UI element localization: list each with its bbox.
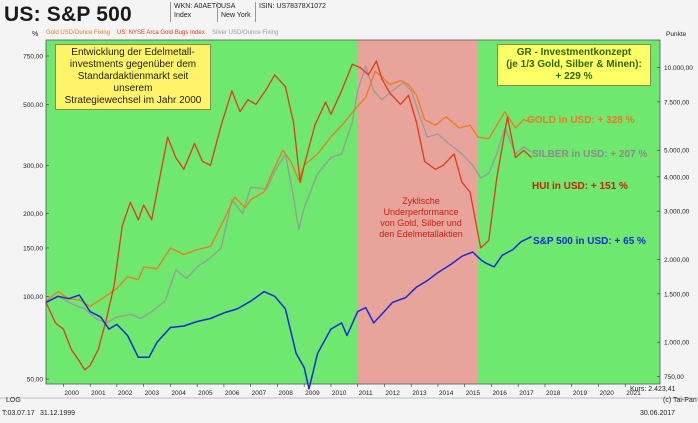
- series-line-us-nyse-arca-gold-bugs-index: [45, 60, 533, 371]
- plot-frame: [45, 39, 661, 385]
- country-text: USA: [221, 3, 236, 10]
- x-axis-tick-label: 2013: [412, 390, 427, 397]
- country-block: USA New York: [221, 2, 251, 20]
- x-axis-tick-label: 2003: [145, 390, 160, 397]
- header-separator: [255, 2, 256, 22]
- series-line-silver-usd-ounce-fixing: [45, 65, 532, 324]
- concept-line: + 229 %: [555, 71, 593, 82]
- x-axis-tick-label: 2000: [64, 390, 79, 397]
- x-axis-tick-label: 2018: [546, 390, 561, 397]
- isin-block: ISIN: US78378X1072: [259, 2, 326, 11]
- header-separator: [217, 2, 218, 22]
- left-axis-tick-label: 200,00: [23, 211, 43, 218]
- isin-text: ISIN: US78378X1072: [259, 3, 326, 10]
- header-separator: [170, 2, 171, 22]
- right-axis-tick-label: 4.000,00: [664, 174, 690, 181]
- sp500-performance-label: S&P 500 in USD: + 65 %: [533, 236, 646, 247]
- left-axis-tick-label: 50,00: [27, 377, 44, 384]
- legend-entry: Gold USD/Ounce Fixing: [46, 30, 110, 36]
- legend-entry: Silver USD/Ounce Fixing: [212, 30, 278, 36]
- right-axis-tick-label: 3.000,00: [664, 209, 690, 216]
- last-price-label: Kurs: 2.423,41: [630, 386, 676, 393]
- x-axis-tick-label: 2005: [198, 390, 213, 397]
- underperformance-line: Underperformance: [383, 207, 459, 217]
- left-axis-unit: %: [32, 31, 38, 38]
- x-axis-tick-label: 2004: [171, 390, 186, 397]
- left-axis-tick-label: 150,00: [23, 245, 43, 252]
- right-axis-unit: Punkte: [666, 31, 687, 38]
- scale-mode-label: LOG: [6, 397, 21, 404]
- date-code-label: T:03.07.17: [2, 410, 35, 417]
- x-axis-tick-label: 2008: [278, 390, 293, 397]
- x-axis-tick-label: 2006: [225, 390, 240, 397]
- copyright-label: (c) Tai-Pan: [663, 397, 697, 404]
- hui-performance-label: HUI in USD: + 151 %: [532, 181, 628, 192]
- series-line-gold-usd-ounce-fixing: [45, 70, 532, 307]
- gold-performance-label: GOLD in USD: + 328 %: [527, 115, 635, 126]
- right-axis-tick-label: 1.500,00: [664, 291, 690, 298]
- legend-entry: US: NYSE Arca Gold Bugs Index: [117, 30, 205, 36]
- x-axis-tick-label: 2007: [252, 390, 267, 397]
- x-axis-tick-label: 2001: [91, 390, 106, 397]
- wkn-text: WKN: A0AETO: [174, 3, 222, 10]
- concept-line: (je 1/3 Gold, Silber & Minen):: [506, 59, 642, 70]
- x-axis-tick-label: 2015: [466, 390, 481, 397]
- x-axis-tick-label: 2020: [599, 390, 614, 397]
- chart-title: US: S&P 500: [4, 3, 132, 26]
- wkn-block: WKN: A0AETO Index: [174, 2, 221, 20]
- x-axis-tick-label: 2002: [118, 390, 133, 397]
- x-axis-tick-label: 2011: [359, 390, 373, 397]
- wkn-sub-text: Index: [174, 12, 192, 19]
- right-axis-tick-label: 1.000,00: [664, 340, 690, 347]
- underperformance-line: Zyklische: [402, 196, 440, 206]
- right-axis-tick-label: 5.000,00: [664, 148, 690, 155]
- strategy-note-line: investments gegenüber dem: [69, 59, 197, 70]
- x-axis-tick-label: 2014: [439, 390, 454, 397]
- left-axis-tick-label: 750,00: [23, 54, 43, 61]
- x-axis-tick-label: 2016: [492, 390, 507, 397]
- start-date-label: 31.12.1999: [40, 410, 76, 417]
- investment-concept-box: GR - Investmentkonzept (je 1/3 Gold, Sil…: [497, 44, 651, 86]
- underperformance-line: von Gold, Silber und: [380, 218, 462, 228]
- strategy-note-line: Strategiewechsel im Jahr 2000: [64, 95, 202, 106]
- silver-performance-label: SILBER in USD: + 207 %: [532, 149, 648, 160]
- underperformance-note: Zyklische Underperformance von Gold, Sil…: [366, 196, 476, 240]
- left-axis-tick-label: 500,00: [23, 102, 43, 109]
- right-axis-tick-label: 750,00: [664, 374, 684, 381]
- series-line-s-p-500: [45, 235, 532, 390]
- underperformance-line: den Edelmetallaktien: [379, 229, 463, 239]
- left-axis-tick-label: 100,00: [23, 294, 43, 301]
- concept-line: GR - Investmentkonzept: [516, 47, 632, 58]
- end-date-label: 30.06.2017: [640, 410, 676, 417]
- right-axis-tick-label: 2.000,00: [664, 257, 690, 264]
- x-axis-tick-label: 2012: [385, 390, 400, 397]
- right-axis-tick-label: 7.500,00: [664, 99, 690, 106]
- exchange-text: New York: [221, 12, 251, 19]
- strategy-note-line: Entwicklung der Edelmetall-: [71, 47, 195, 58]
- x-axis-tick-label: 2017: [519, 390, 534, 397]
- right-axis-tick-label: 10.000,00: [664, 65, 693, 72]
- x-axis-tick-label: 2010: [332, 390, 347, 397]
- x-axis-tick-label: 2019: [573, 390, 588, 397]
- left-axis-tick-label: 300,00: [23, 163, 43, 170]
- x-axis-tick-label: 2021: [626, 390, 641, 397]
- x-axis-tick-label: 2009: [305, 390, 320, 397]
- strategy-note-box: Entwicklung der Edelmetall- investments …: [55, 44, 211, 110]
- strategy-note-line: Standardaktienmarkt seit unserem: [77, 71, 189, 94]
